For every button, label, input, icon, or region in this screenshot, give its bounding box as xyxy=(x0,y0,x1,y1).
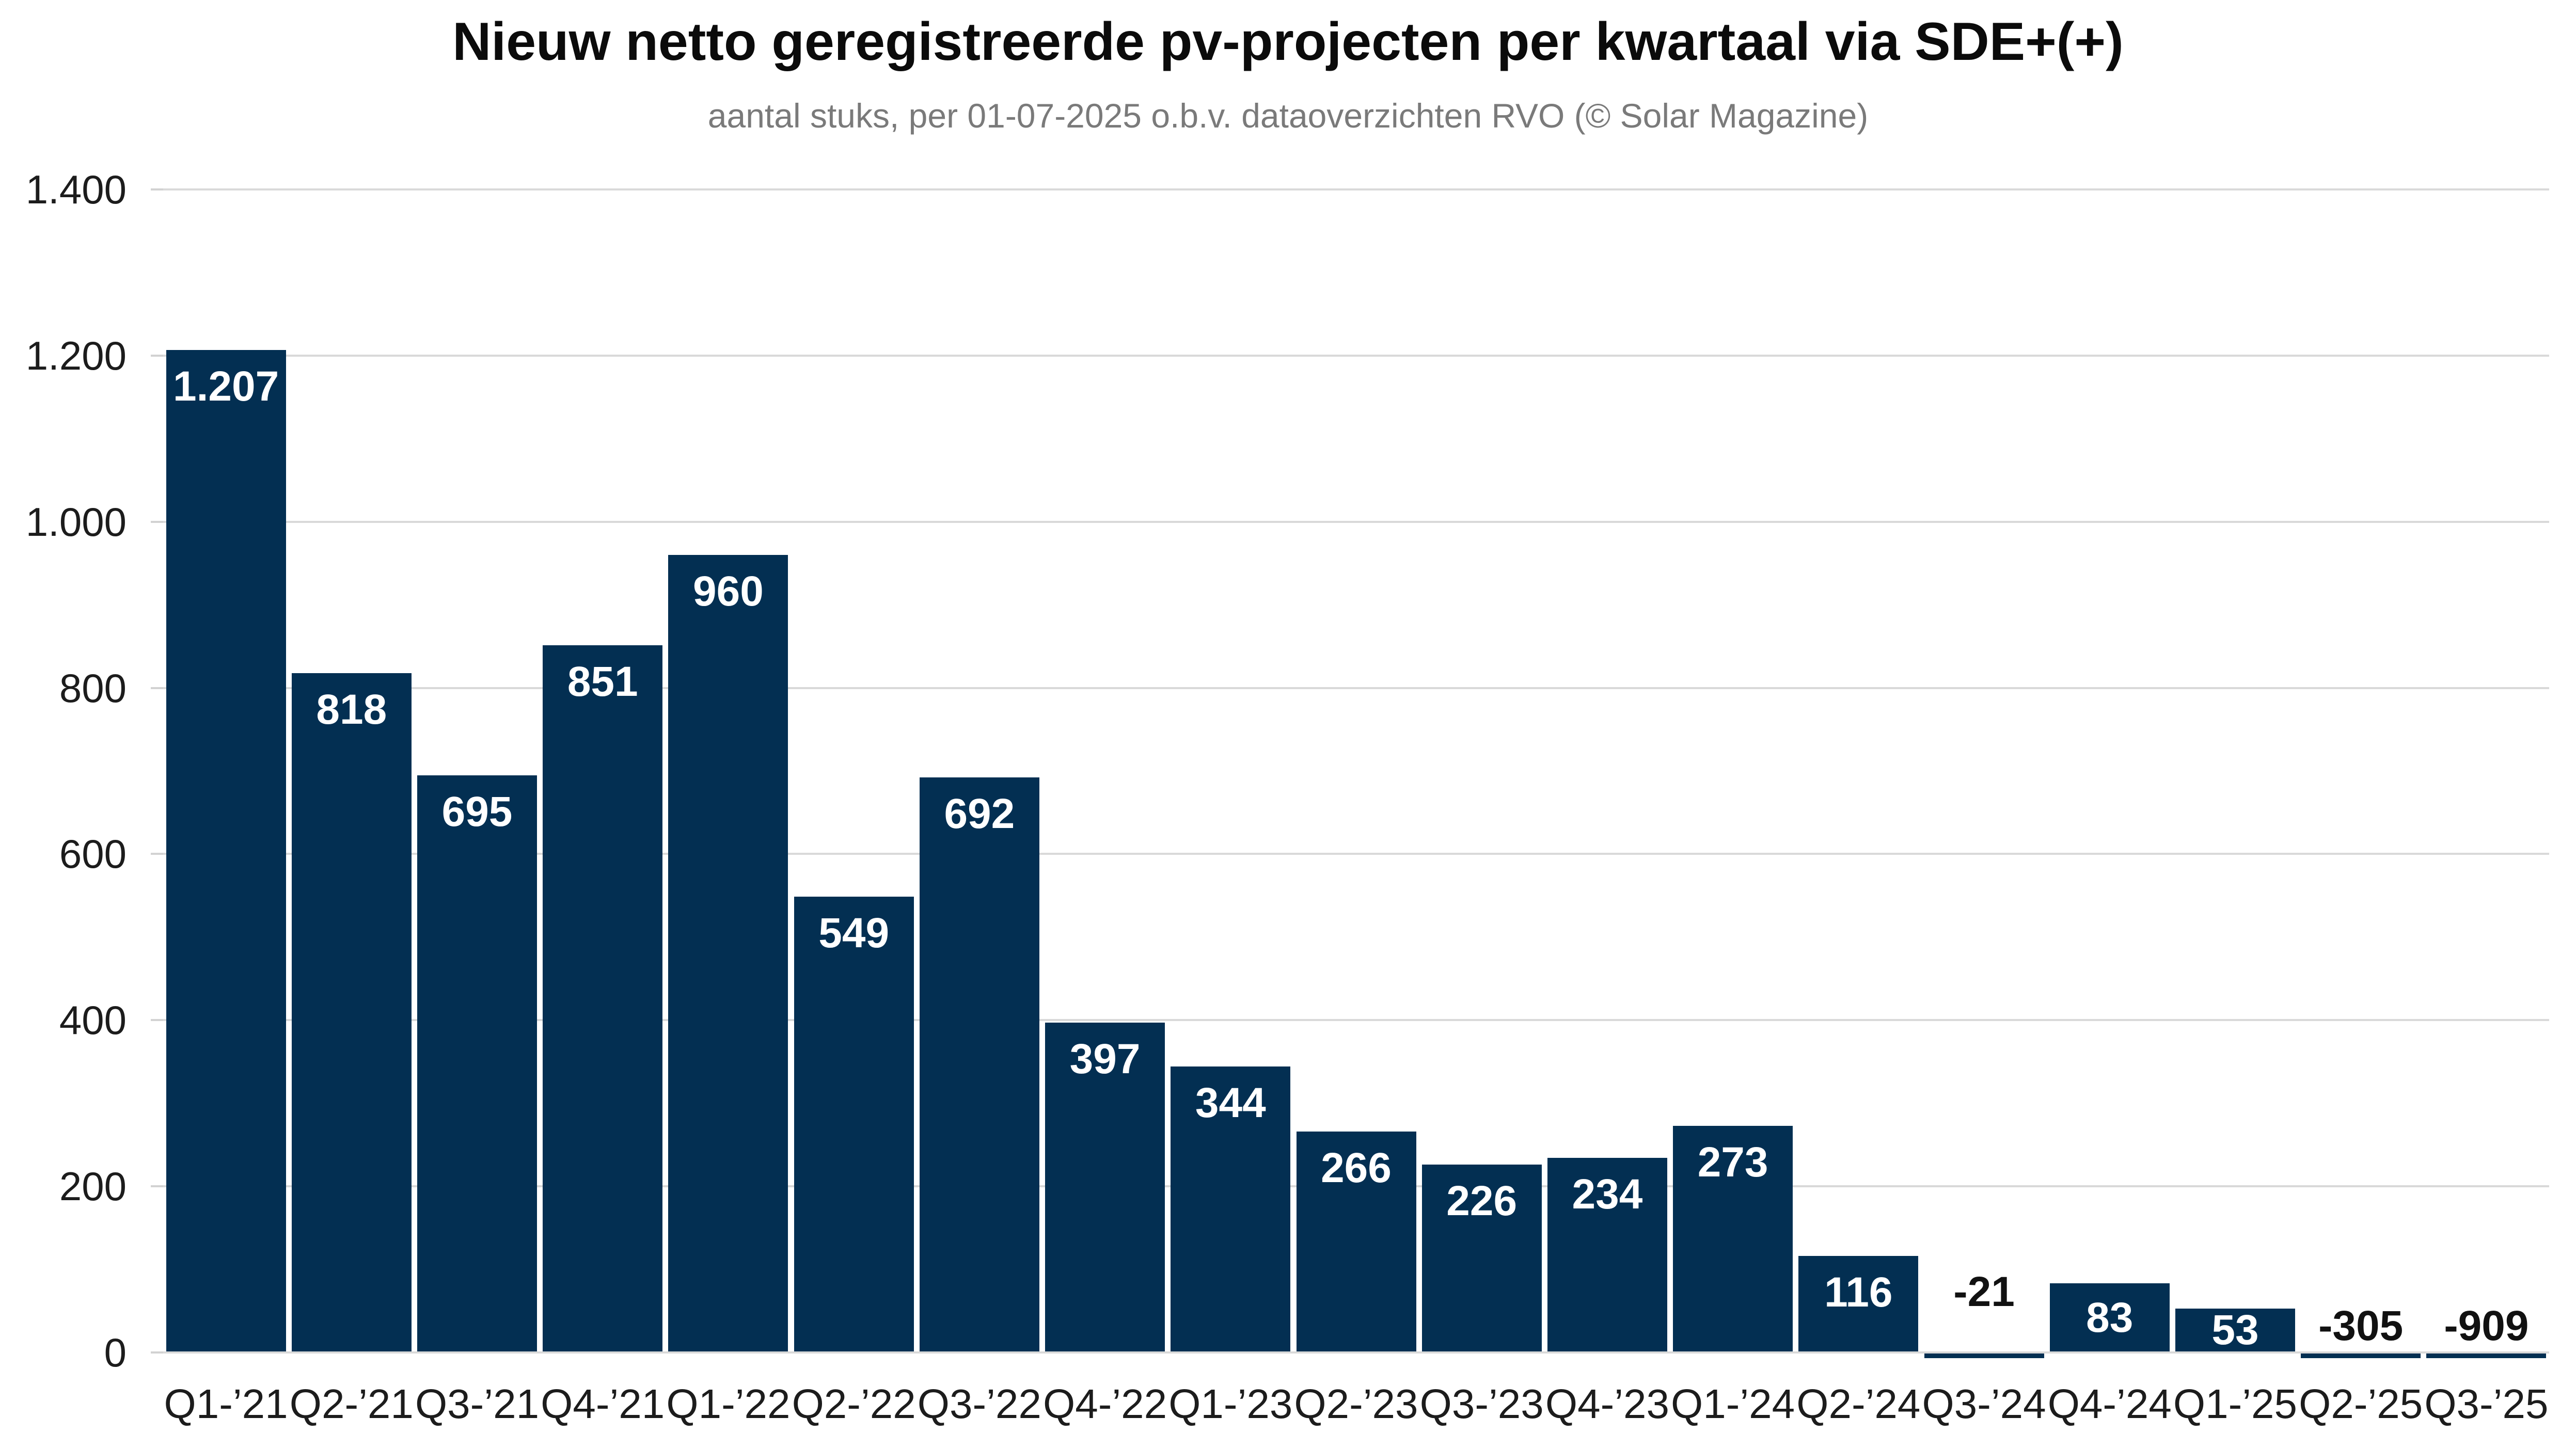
y-axis-tick-label: 600 xyxy=(59,831,127,877)
x-axis-label: Q2-’25 xyxy=(2299,1381,2423,1427)
bar-value-label: 344 xyxy=(1195,1079,1266,1127)
x-axis-label: Q2-’24 xyxy=(1796,1381,1921,1427)
bar-value-label: 226 xyxy=(1446,1177,1518,1225)
bar xyxy=(417,775,538,1351)
x-axis-label: Q3-’25 xyxy=(2424,1381,2549,1427)
bar xyxy=(1421,1165,1542,1351)
negative-value-label: -21 xyxy=(1953,1268,2015,1315)
x-axis-label: Q1-’21 xyxy=(164,1381,288,1427)
negative-bar-sliver xyxy=(2301,1354,2421,1358)
bar-value-label: 83 xyxy=(2086,1294,2134,1342)
x-axis-label: Q4-’22 xyxy=(1043,1381,1167,1427)
gridline xyxy=(163,853,2549,855)
bar xyxy=(543,645,663,1351)
y-axis-tick-mark xyxy=(151,188,163,190)
y-axis-tick-label: 1.200 xyxy=(25,332,127,378)
negative-value-label: -305 xyxy=(2318,1302,2404,1349)
y-axis-tick-label: 1.000 xyxy=(25,499,127,545)
x-axis-label: Q2-’21 xyxy=(289,1381,414,1427)
bar xyxy=(794,896,914,1351)
x-axis-label: Q3-’23 xyxy=(1419,1381,1544,1427)
y-axis-tick-label: 400 xyxy=(59,997,127,1043)
x-axis-label: Q1-’22 xyxy=(666,1381,791,1427)
y-axis-tick-label: 200 xyxy=(59,1164,127,1209)
gridline xyxy=(163,1019,2549,1022)
negative-bar-sliver xyxy=(2426,1354,2547,1358)
x-axis-label: Q2-’23 xyxy=(1294,1381,1418,1427)
bar-value-label: 53 xyxy=(2211,1307,2259,1354)
bar xyxy=(1045,1023,1165,1351)
bar-value-label: 234 xyxy=(1572,1171,1643,1218)
gridline xyxy=(163,188,2549,190)
bar-value-label: 960 xyxy=(693,568,764,615)
gridline xyxy=(163,520,2549,523)
x-axis-label: Q1-’25 xyxy=(2173,1381,2298,1427)
bar xyxy=(919,777,1039,1351)
bar xyxy=(668,555,788,1351)
chart-title: Nieuw netto geregistreerde pv-projecten … xyxy=(452,12,2124,72)
bar-value-label: 818 xyxy=(316,686,387,733)
y-axis-tick-mark xyxy=(151,853,163,855)
bar-value-label: 1.207 xyxy=(172,362,279,410)
bar-value-label: 273 xyxy=(1697,1138,1768,1186)
chart-subtitle: aantal stuks, per 01-07-2025 o.b.v. data… xyxy=(707,97,1869,135)
bar-value-label: 266 xyxy=(1321,1144,1392,1191)
y-axis-tick-mark xyxy=(151,520,163,523)
x-axis-label: Q3-’24 xyxy=(1922,1381,2046,1427)
gridline xyxy=(163,687,2549,689)
y-axis-tick-label: 1.400 xyxy=(25,167,127,212)
y-axis-tick-label: 0 xyxy=(104,1330,127,1375)
bar xyxy=(2175,1308,2295,1351)
bar-value-label: 549 xyxy=(818,909,890,957)
bar-value-label: 116 xyxy=(1824,1269,1893,1316)
x-axis-label: Q4-’24 xyxy=(2047,1381,2172,1427)
x-axis-label: Q3-’22 xyxy=(917,1381,1041,1427)
x-axis-label: Q1-’23 xyxy=(1168,1381,1293,1427)
x-axis-label: Q2-’22 xyxy=(792,1381,916,1427)
bar xyxy=(1798,1256,1919,1351)
bar xyxy=(1296,1131,1416,1351)
bar xyxy=(1171,1066,1291,1351)
x-axis-label: Q4-’23 xyxy=(1545,1381,1669,1427)
y-axis-tick-mark xyxy=(151,1351,163,1354)
x-axis-label: Q3-’21 xyxy=(415,1381,540,1427)
bar xyxy=(1547,1158,1667,1351)
gridline xyxy=(163,354,2549,357)
x-axis-label: Q1-’24 xyxy=(1671,1381,1795,1427)
bar xyxy=(291,673,412,1351)
bar xyxy=(166,349,286,1351)
bar-value-label: 692 xyxy=(944,790,1015,838)
negative-bar-sliver xyxy=(1924,1354,2044,1358)
bar-value-label: 397 xyxy=(1069,1036,1141,1083)
y-axis-tick-mark xyxy=(151,1185,163,1188)
negative-value-label: -909 xyxy=(2444,1302,2529,1349)
y-axis-tick-label: 800 xyxy=(59,665,127,711)
gridline xyxy=(163,1351,2549,1354)
y-axis-tick-mark xyxy=(151,1019,163,1022)
bar-value-label: 851 xyxy=(567,658,638,706)
bar-value-label: 695 xyxy=(441,788,513,835)
y-axis-tick-mark xyxy=(151,354,163,357)
x-axis-label: Q4-’21 xyxy=(541,1381,665,1427)
bar xyxy=(1673,1125,1793,1351)
y-axis-tick-mark xyxy=(151,687,163,689)
bar xyxy=(2049,1283,2170,1351)
